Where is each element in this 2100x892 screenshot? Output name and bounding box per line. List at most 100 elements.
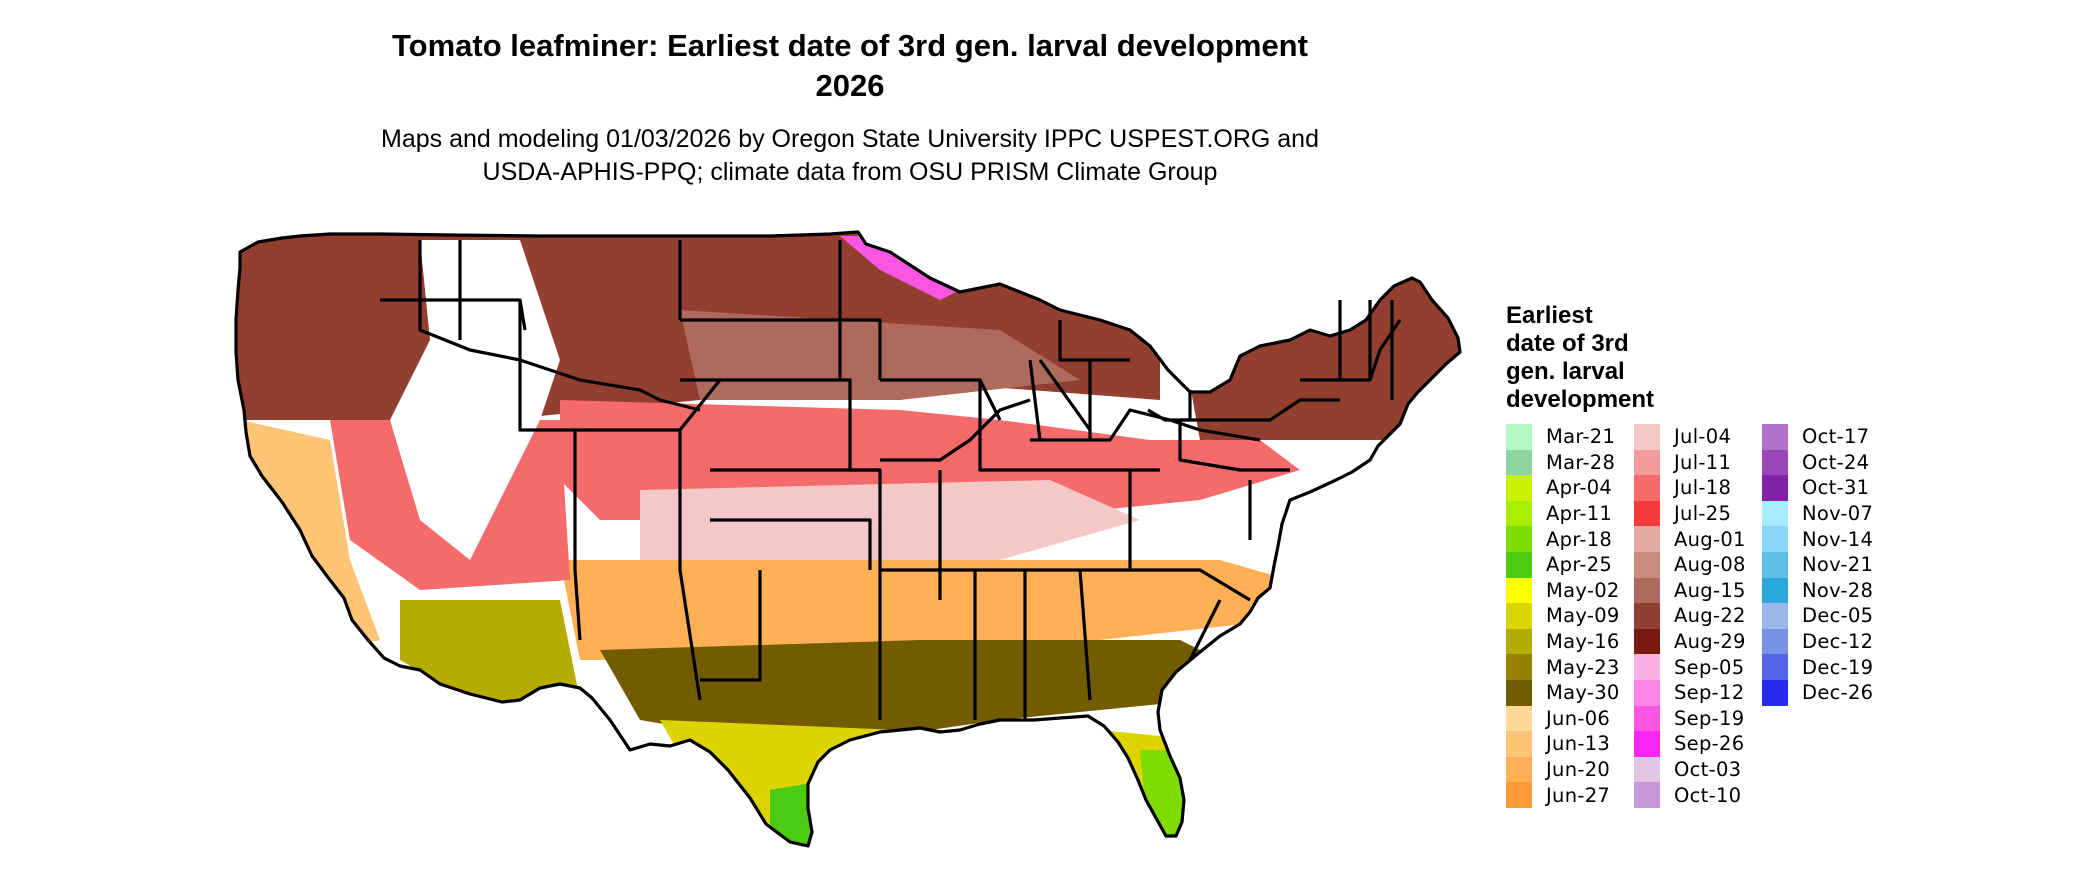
legend-label: Oct-17 <box>1802 425 1870 449</box>
legend-item: Oct-03 <box>1634 756 1746 783</box>
legend-swatch <box>1634 449 1660 476</box>
legend-label: Jun-13 <box>1546 732 1611 756</box>
legend-swatch <box>1634 551 1660 578</box>
state-boundaries <box>234 230 1462 848</box>
legend-swatch <box>1634 526 1660 552</box>
legend-item: Jun-27 <box>1506 782 1620 808</box>
legend-swatch <box>1634 782 1660 808</box>
legend-item: Dec-05 <box>1762 603 1873 629</box>
legend-label: Mar-21 <box>1546 425 1616 449</box>
legend-label: Jul-04 <box>1674 425 1732 449</box>
legend-swatch <box>1506 756 1532 783</box>
legend-swatch <box>1634 654 1660 680</box>
legend-label: Apr-25 <box>1546 553 1613 577</box>
legend-label: Dec-19 <box>1802 655 1874 679</box>
map-credit-line-2: USDA-APHIS-PPQ; climate data from OSU PR… <box>482 158 1218 186</box>
legend-label: Oct-03 <box>1674 758 1742 782</box>
legend-label: Apr-04 <box>1546 476 1613 500</box>
legend-label: May-30 <box>1546 681 1620 705</box>
legend-item: Jul-11 <box>1634 449 1746 476</box>
legend-swatch <box>1634 424 1660 450</box>
legend-title-line: gen. larval <box>1506 358 1625 385</box>
map-zone-mid-south <box>640 480 1140 570</box>
map-zone-south-texas <box>770 780 830 846</box>
legend-label: Dec-12 <box>1802 630 1874 654</box>
legend-swatch <box>1762 475 1788 501</box>
legend-item: Oct-31 <box>1762 475 1873 501</box>
legend-label: Dec-05 <box>1802 604 1874 628</box>
us-map <box>234 230 1462 848</box>
legend-swatch <box>1506 731 1532 757</box>
legend-label: Nov-21 <box>1802 553 1874 577</box>
legend-label: Nov-28 <box>1802 578 1874 602</box>
legend-item: Apr-11 <box>1506 500 1620 527</box>
legend-label: May-16 <box>1546 630 1620 654</box>
legend-swatch <box>1506 603 1532 629</box>
legend-label: Jun-27 <box>1546 783 1611 807</box>
legend-item: Apr-18 <box>1506 526 1620 552</box>
legend-item: Sep-05 <box>1634 654 1746 680</box>
legend-item: Nov-07 <box>1762 500 1874 527</box>
legend-swatch <box>1634 577 1660 604</box>
legend-label: Aug-01 <box>1674 527 1746 551</box>
legend-label: Jun-06 <box>1546 706 1611 730</box>
map-zone-gulf-band <box>600 640 1220 740</box>
legend-item: Mar-21 <box>1506 424 1620 450</box>
legend-swatch <box>1506 679 1532 706</box>
legend-swatch <box>1634 705 1660 732</box>
map-title-year: 2026 <box>815 68 885 103</box>
legend-swatch <box>1634 731 1660 757</box>
legend-item: Aug-08 <box>1634 551 1746 578</box>
legend-label: Sep-26 <box>1674 732 1745 756</box>
legend-item: Oct-17 <box>1762 424 1873 450</box>
legend-label: Sep-05 <box>1674 655 1745 679</box>
map-zone-southern-band <box>560 560 1290 660</box>
legend-label: Sep-12 <box>1674 681 1745 705</box>
legend-item: Nov-14 <box>1762 526 1873 552</box>
legend-item: Jun-13 <box>1506 731 1620 757</box>
map-zone-desert-southwest <box>400 600 580 700</box>
legend-swatch <box>1762 551 1788 578</box>
legend-swatch <box>1634 628 1660 655</box>
map-color-bands <box>236 232 1460 846</box>
legend-swatch <box>1506 449 1532 476</box>
legend-swatch <box>1506 551 1532 578</box>
legend-swatch <box>1762 628 1788 655</box>
legend-column-3: Oct-17 Oct-24 Oct-31 Nov-07 Nov-14 Nov-21 Nov-… <box>1762 424 1873 706</box>
legend-label: Apr-11 <box>1546 502 1613 526</box>
legend-label: May-09 <box>1546 604 1620 628</box>
legend-label: Jul-18 <box>1674 476 1732 500</box>
legend-item: Dec-12 <box>1762 628 1874 655</box>
legend-item: Dec-19 <box>1762 654 1873 680</box>
map-zone-high-elevation <box>390 240 560 560</box>
legend-item: Aug-01 <box>1634 526 1746 552</box>
legend-label: Jul-25 <box>1674 502 1732 526</box>
legend-label: Jun-20 <box>1546 758 1611 782</box>
legend-title-line: Earliest <box>1506 302 1593 329</box>
legend-swatch <box>1506 424 1532 450</box>
legend-label: Nov-07 <box>1802 502 1874 526</box>
legend-item: Apr-25 <box>1506 551 1620 578</box>
legend-swatch <box>1762 654 1788 680</box>
legend-label: May-02 <box>1546 578 1620 602</box>
legend-item: Apr-04 <box>1506 475 1620 501</box>
legend-label: Sep-19 <box>1674 706 1745 730</box>
legend-label: Oct-31 <box>1802 476 1870 500</box>
legend-item: May-23 <box>1506 654 1620 680</box>
legend-swatch <box>1506 705 1532 732</box>
legend-item: May-16 <box>1506 628 1620 655</box>
legend-item: Sep-26 <box>1634 731 1746 757</box>
map-title: Tomato leafminer: Earliest date of 3rd g… <box>392 28 1308 63</box>
legend-item: Nov-28 <box>1762 577 1874 604</box>
legend-item: Jul-18 <box>1634 475 1746 501</box>
legend-item: Sep-12 <box>1634 679 1746 706</box>
map-zone-california-valley <box>240 420 380 650</box>
legend-title-line: date of 3rd <box>1506 330 1629 357</box>
legend-label: Apr-18 <box>1546 527 1613 551</box>
legend-label: Oct-10 <box>1674 783 1742 807</box>
legend-title: Earliest date of 3rd gen. larval develop… <box>1506 302 1746 414</box>
legend-item: Aug-22 <box>1634 603 1746 629</box>
legend-label: Aug-15 <box>1674 578 1746 602</box>
legend-swatch <box>1762 449 1788 476</box>
legend-item: Jun-20 <box>1506 756 1620 783</box>
